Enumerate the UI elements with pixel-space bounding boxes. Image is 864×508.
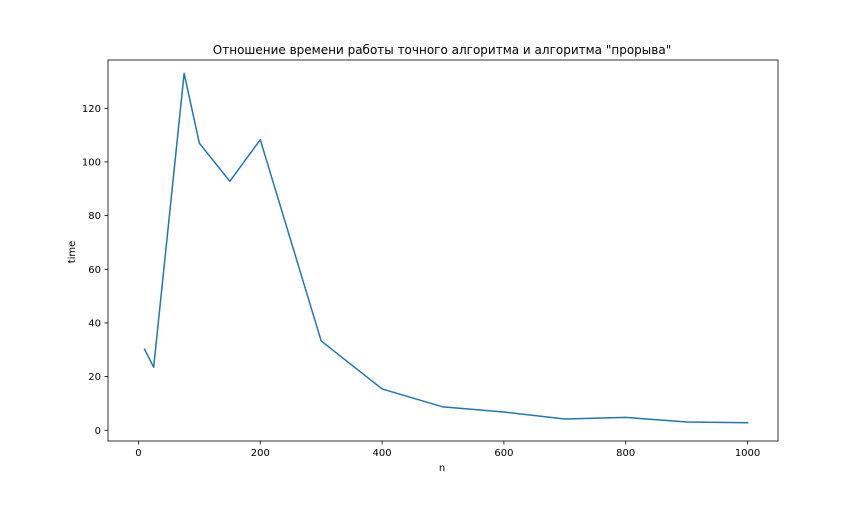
y-axis-ticks: 0 20 40 60 80 100 120 [82,104,108,437]
y-tick-label: 120 [82,104,101,115]
x-tick-label: 600 [494,448,513,459]
y-tick-label: 80 [88,211,101,222]
y-tick-label: 100 [82,157,101,168]
x-axis-ticks: 0 200 400 600 800 1000 [135,441,760,459]
x-tick-label: 0 [135,448,141,459]
plot-area [107,59,779,442]
y-axis-label: time [67,241,78,264]
x-tick-label: 400 [373,448,392,459]
x-tick-label: 1000 [735,448,760,459]
chart-title: Отношение времени работы точного алгорит… [213,43,671,57]
y-tick-label: 40 [88,318,101,329]
x-axis-label: n [439,463,445,474]
x-tick-label: 800 [616,448,635,459]
y-tick-label: 0 [95,426,101,437]
series-layer [143,72,749,424]
axes-frame [107,59,779,442]
series-line [143,72,749,424]
x-tick-label: 200 [251,448,270,459]
y-tick-label: 60 [88,265,101,276]
y-tick-label: 20 [88,372,101,383]
